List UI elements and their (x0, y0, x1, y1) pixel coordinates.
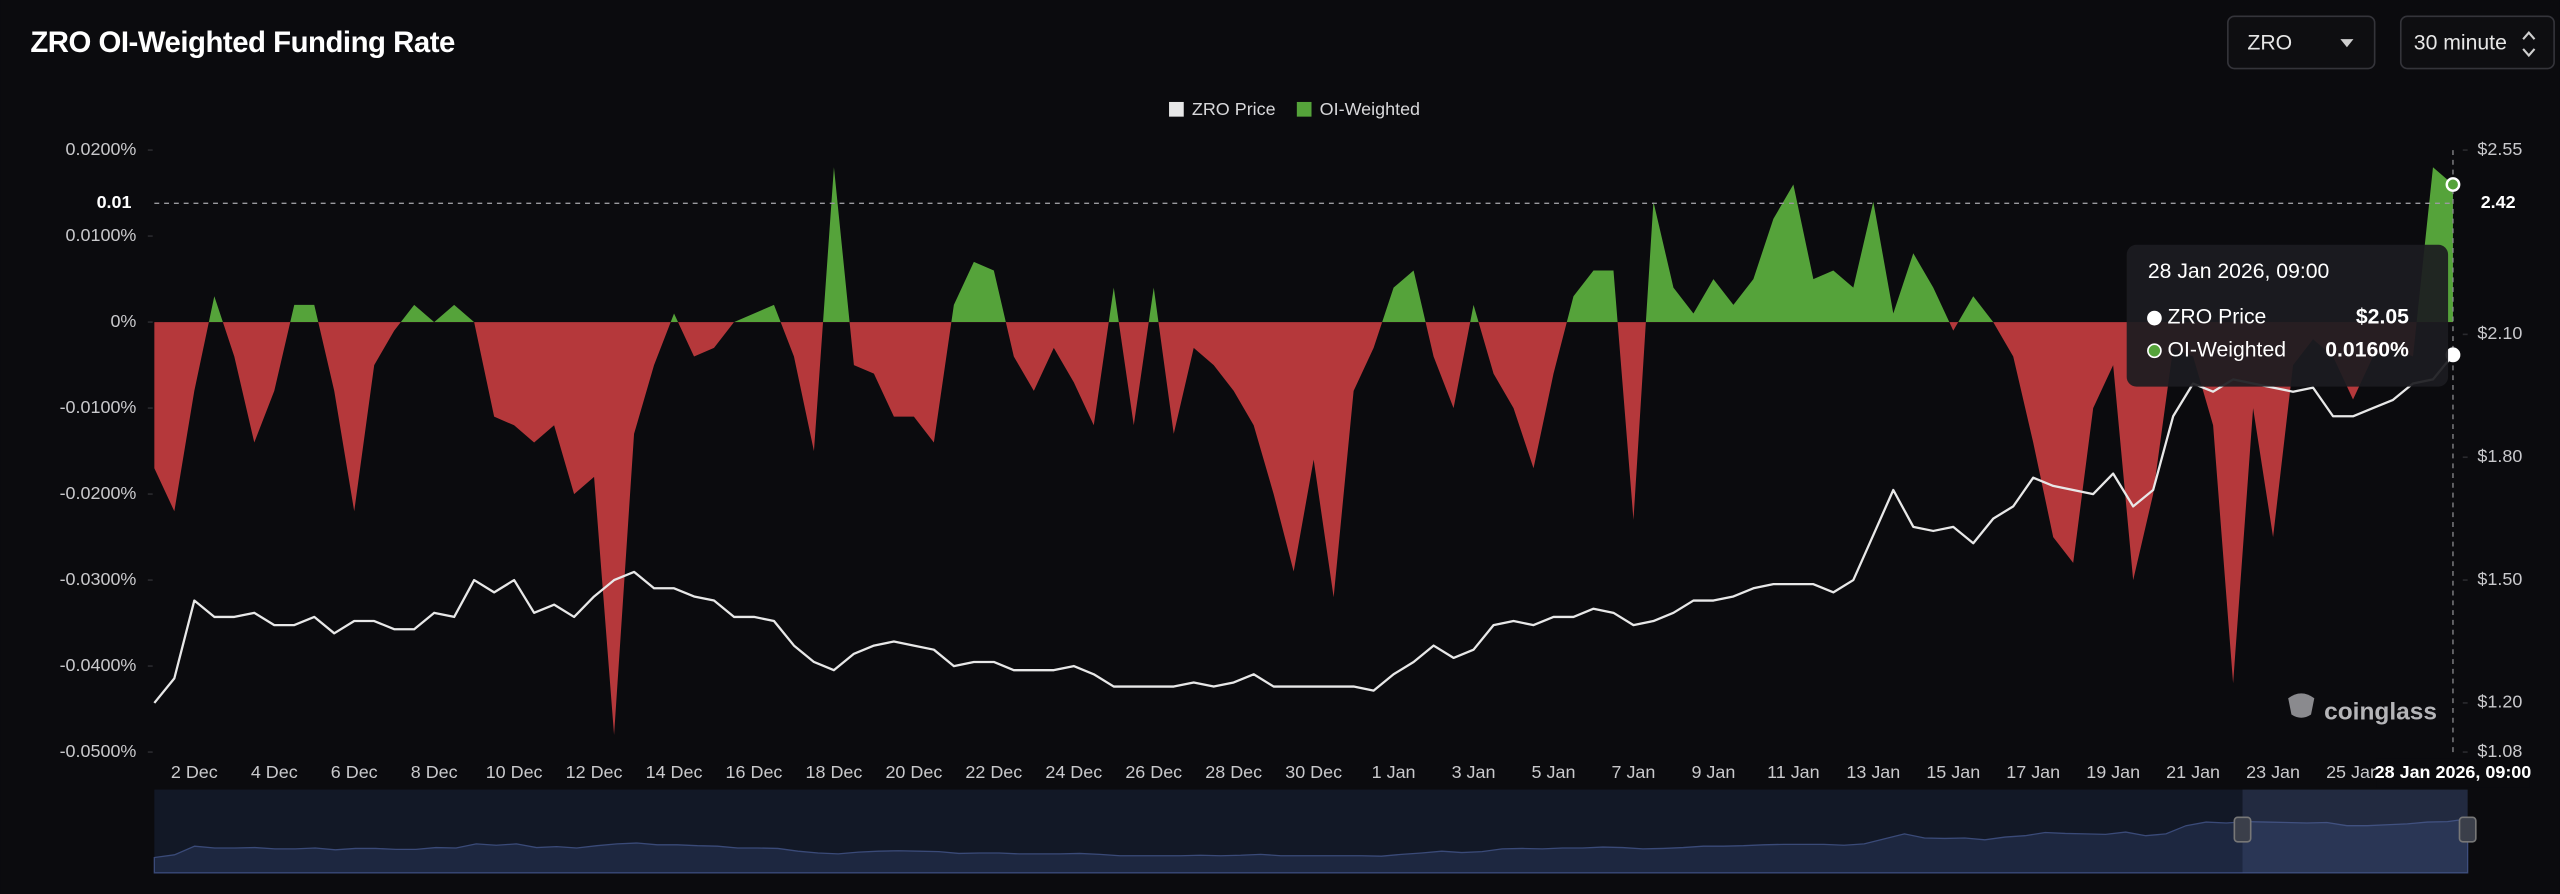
x-tick-label: 4 Dec (251, 762, 298, 782)
crosshair-y2-label: 2.42 (2481, 192, 2516, 212)
x-tick-label: 3 Jan (1452, 762, 1496, 782)
y-tick-label: -0.0400% (60, 655, 137, 675)
x-tick-label: 30 Dec (1285, 762, 1342, 782)
legend-label: OI-Weighted (1320, 99, 1420, 119)
crosshair-y-label: 0.01 (97, 192, 132, 212)
y-tick-label: -0.0300% (60, 569, 137, 589)
x-crosshair-label: 28 Jan 2026, 09:00 (2375, 762, 2532, 782)
x-tick-label: 23 Jan (2246, 762, 2300, 782)
select-caret[interactable] (2340, 39, 2354, 48)
select-box[interactable] (2399, 15, 2555, 70)
x-tick-label: 25 Jan (2326, 762, 2380, 782)
x-tick-label: 24 Dec (1045, 762, 1102, 782)
chart-title: ZRO OI-Weighted Funding Rate (30, 26, 455, 59)
x-tick-label: 10 Dec (486, 762, 543, 782)
x-tick-label: 11 Jan (1767, 762, 1820, 782)
x-tick-label: 13 Jan (1846, 762, 1900, 782)
watermark-logo (2288, 693, 2315, 718)
x-tick-label: 15 Jan (1926, 762, 1980, 782)
tooltip-value: 0.0160% (2325, 338, 2409, 361)
x-tick-label: 21 Jan (2166, 762, 2220, 782)
tooltip-series-name: ZRO Price (2167, 306, 2266, 329)
x-tick-label: 8 Dec (411, 762, 458, 782)
tooltip-dot (2147, 310, 2162, 326)
y-tick-label: -0.0100% (60, 397, 137, 417)
funding-area (154, 167, 2453, 735)
watermark-text: coinglass (2324, 698, 2437, 725)
tooltip-box (2126, 244, 2449, 387)
x-tick-label: 2 Dec (171, 762, 218, 782)
x-tick-label: 18 Dec (806, 762, 863, 782)
legend-label: ZRO Price (1192, 99, 1276, 119)
navigator-series (153, 818, 2469, 874)
navigator-handle[interactable] (2233, 816, 2252, 843)
tooltip-dot (2147, 343, 2162, 359)
select-value[interactable]: ZRO (2247, 32, 2292, 55)
price-line (153, 354, 2454, 704)
select-caret[interactable] (2522, 31, 2536, 58)
x-tick-label: 6 Dec (331, 762, 378, 782)
tooltip-value: $2.05 (2356, 306, 2409, 329)
x-tick-label: 28 Dec (1205, 762, 1262, 782)
legend-swatch (1169, 101, 1184, 117)
y2-tick-label: $1.50 (2477, 569, 2522, 589)
symbol-select[interactable]: ZRO (2227, 15, 2376, 70)
y2-tick-label: $1.80 (2477, 446, 2522, 466)
end-marker (2445, 177, 2461, 192)
tooltip-series-name: OI-Weighted (2167, 338, 2286, 361)
y-tick-label: 0.0200% (66, 139, 137, 159)
y-tick-label: -0.0200% (60, 483, 137, 503)
x-crosshair-label-bg (2376, 758, 2530, 788)
y2-tick-label: $1.08 (2477, 741, 2522, 761)
x-tick-label: 5 Jan (1532, 762, 1576, 782)
x-tick-label: 17 Jan (2006, 762, 2060, 782)
navigator-handle[interactable] (2458, 816, 2477, 843)
tooltip: 28 Jan 2026, 09:00 ZRO Price $2.05 OI-Weigh… (2126, 244, 2449, 387)
y2-tick-label: $2.55 (2477, 139, 2522, 159)
x-tick-label: 7 Jan (1612, 762, 1656, 782)
x-tick-label: 22 Dec (965, 762, 1022, 782)
end-marker (2445, 347, 2461, 363)
tooltip-title: 28 Jan 2026, 09:00 (2148, 260, 2329, 283)
legend-swatch (1296, 101, 1312, 117)
x-tick-label: 19 Jan (2086, 762, 2140, 782)
watermark: coinglass (2288, 693, 2437, 725)
select-value[interactable]: 30 minute (2414, 32, 2507, 55)
x-tick-label: 20 Dec (885, 762, 942, 782)
select-box[interactable] (2227, 15, 2376, 70)
legend: ZRO Price OI-Weighted (1169, 99, 1420, 119)
x-tick-label: 1 Jan (1372, 762, 1416, 782)
y2-tick-label: $2.10 (2477, 323, 2522, 343)
navigator-selection (2242, 789, 2468, 873)
x-tick-label: 16 Dec (726, 762, 783, 782)
y2-tick-label: $1.20 (2477, 692, 2522, 712)
y-tick-label: -0.0500% (60, 741, 137, 761)
y-tick-label: 0% (110, 311, 136, 331)
x-tick-label: 12 Dec (566, 762, 623, 782)
x-tick-label: 26 Dec (1125, 762, 1182, 782)
y-tick-label: 0.0100% (66, 225, 137, 245)
x-tick-label: 14 Dec (646, 762, 703, 782)
x-tick-label: 9 Jan (1691, 762, 1735, 782)
interval-select[interactable]: 30 minute (2399, 15, 2555, 70)
